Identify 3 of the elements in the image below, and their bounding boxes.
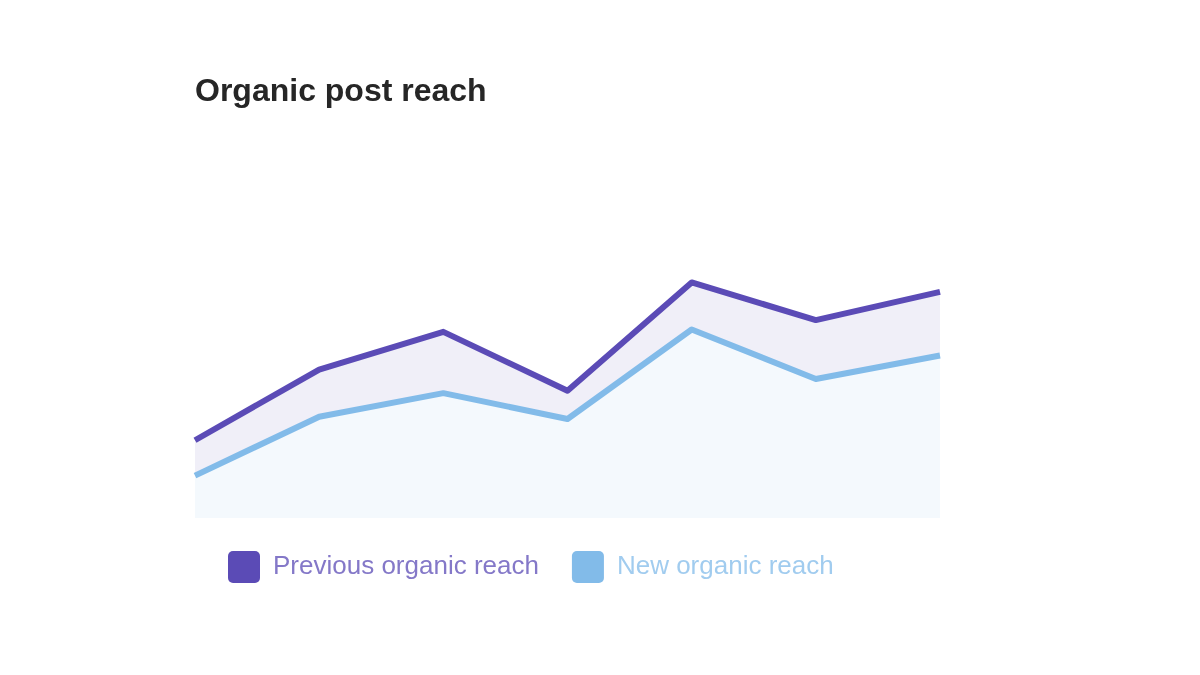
legend-label: New organic reach xyxy=(616,550,834,581)
legend-label: Previous organic reach xyxy=(273,550,539,581)
chart-title: Organic post reach xyxy=(195,72,487,109)
